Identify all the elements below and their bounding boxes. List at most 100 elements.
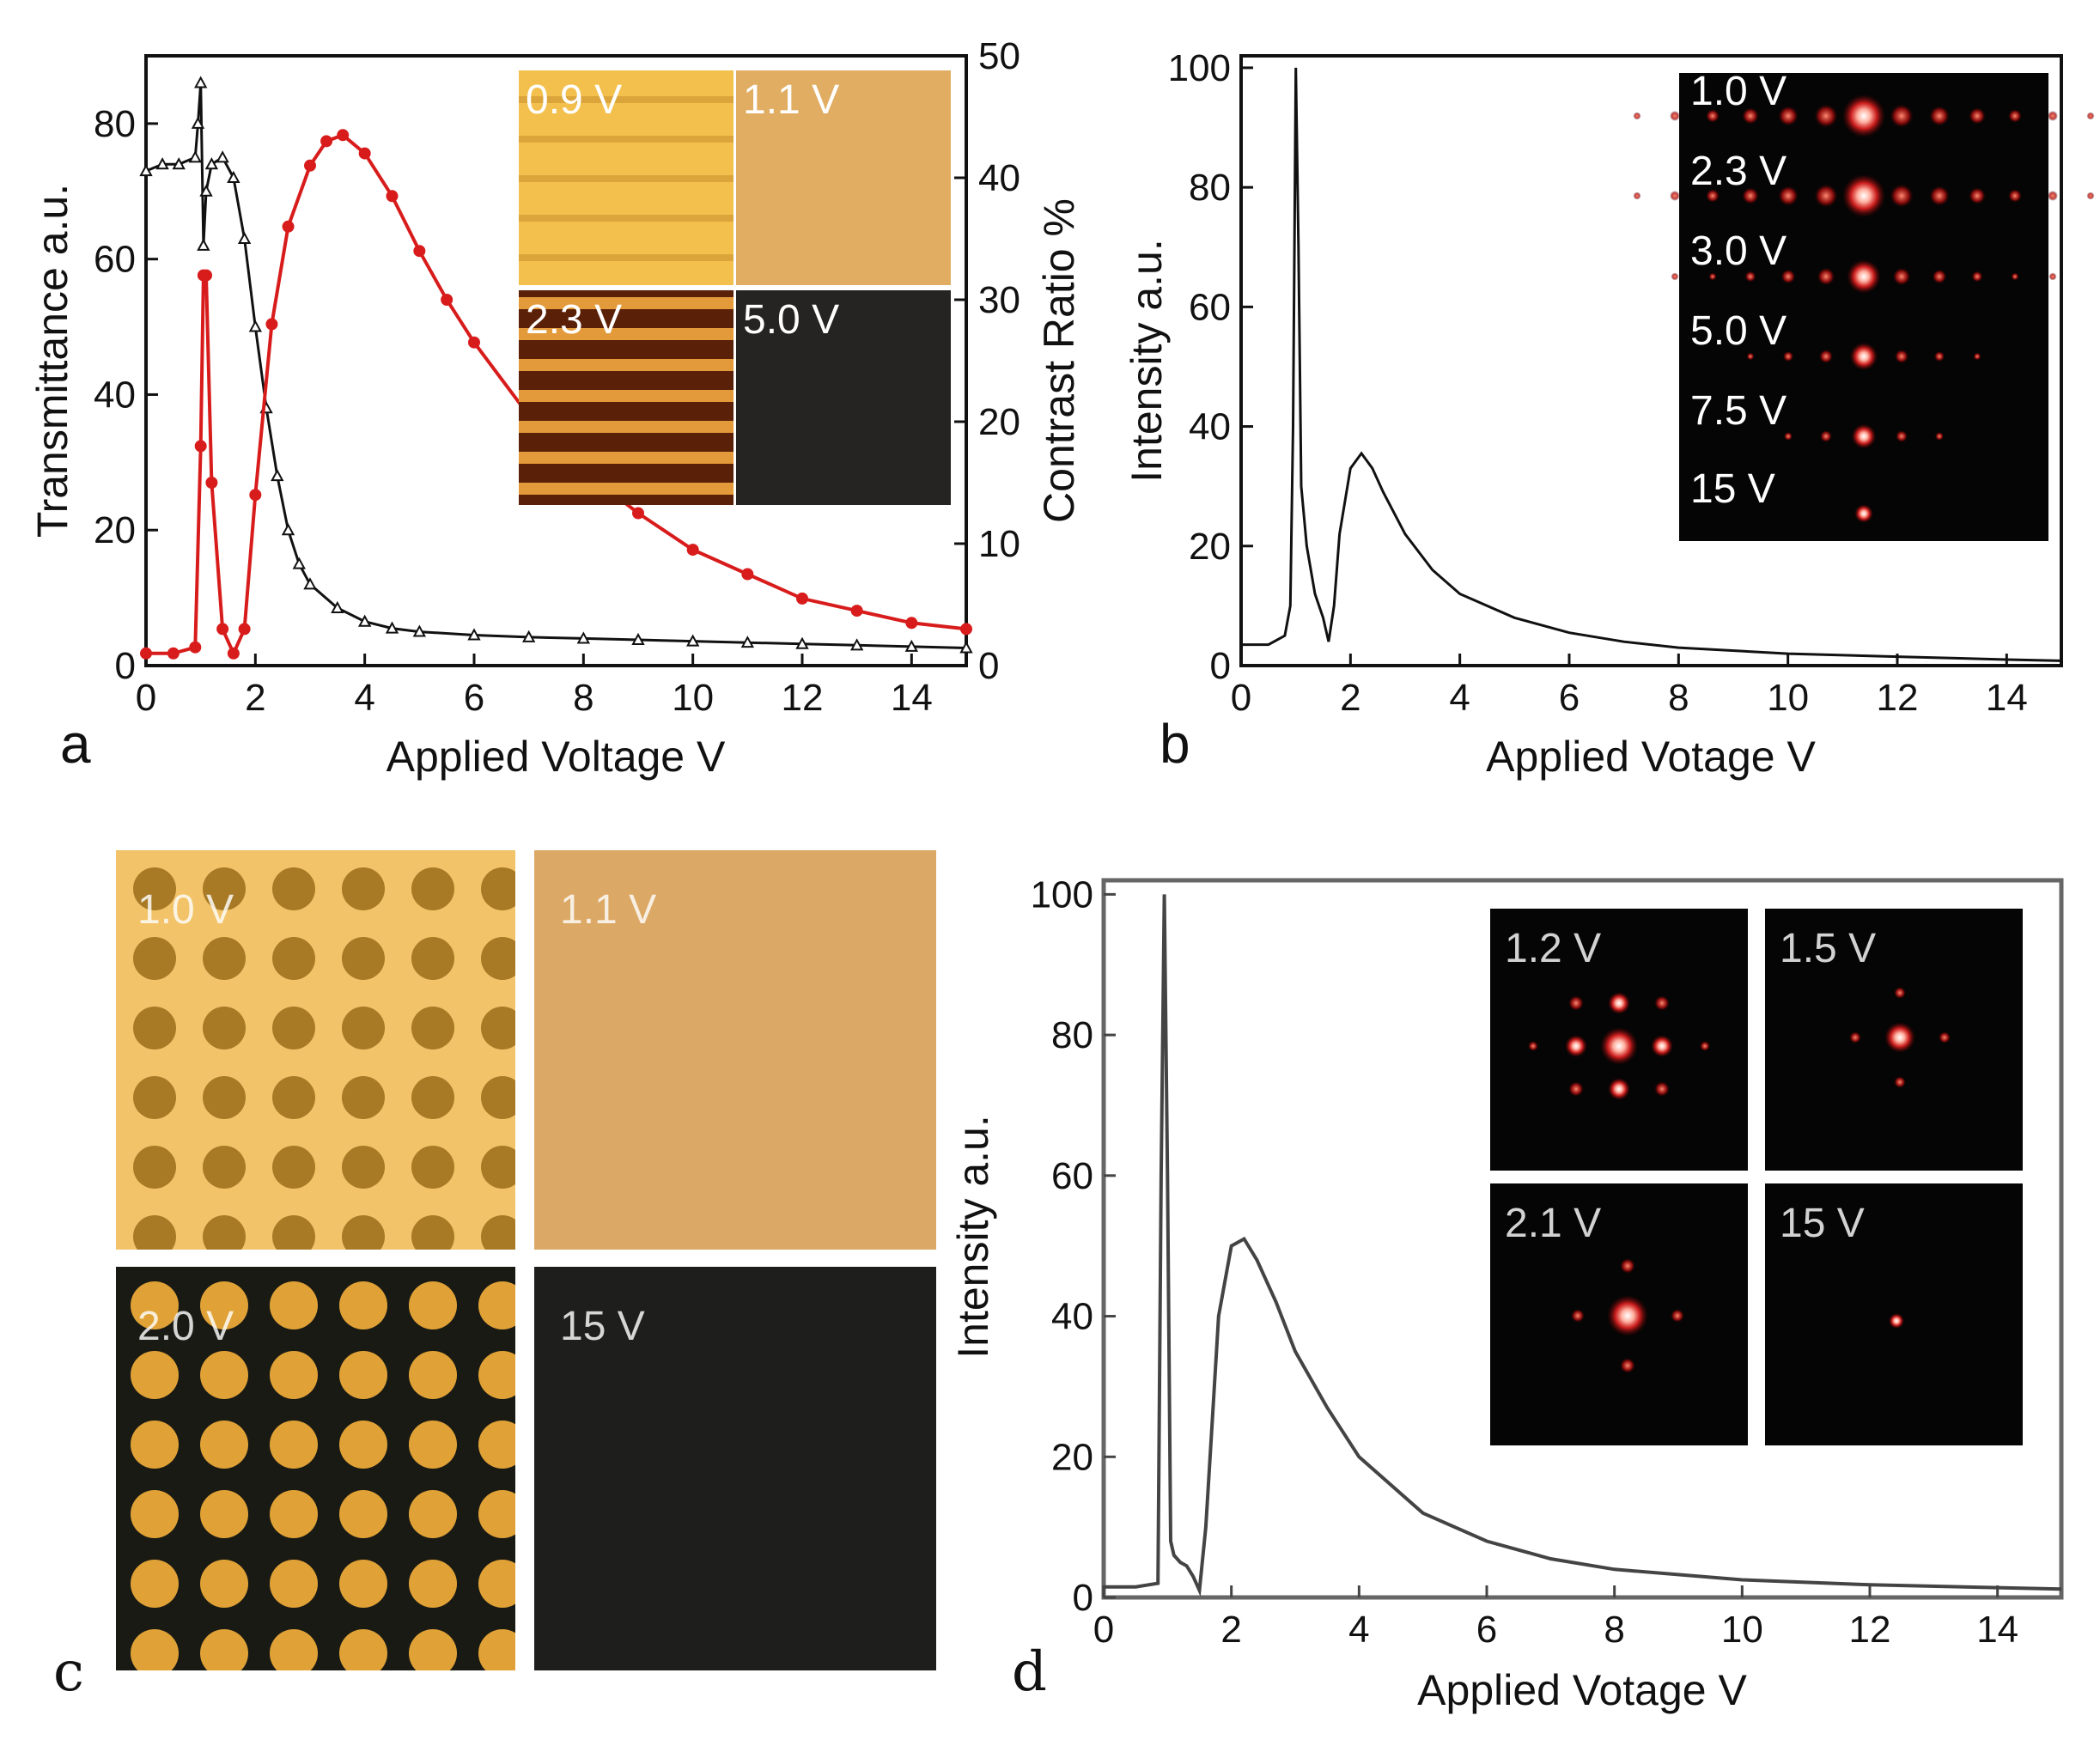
panel-a-xlabel: Applied Voltage V <box>387 733 726 781</box>
transmittance-line <box>145 82 967 649</box>
x-tick-label: 12 <box>782 677 824 719</box>
contrast-ratio-marker <box>441 294 453 306</box>
x-tick-label: 12 <box>1877 677 1919 719</box>
inset-label-5.0v: 5.0 V <box>1690 308 1787 354</box>
x-tick-label: 2 <box>1220 1609 1241 1651</box>
x-tick-label: 2 <box>245 677 265 719</box>
diffraction-spot <box>2048 111 2058 121</box>
diffraction-spot <box>1818 349 1834 364</box>
diffraction-spot <box>1890 184 1914 208</box>
diffraction-spot <box>1890 104 1914 128</box>
diffraction-spot <box>1894 1076 1906 1088</box>
micrograph-1.0v <box>116 850 515 1250</box>
contrast-ratio-marker <box>189 641 202 654</box>
diffraction-spot <box>1700 1041 1710 1051</box>
panel-label-a: a <box>60 713 91 775</box>
inset-label-2.3v: 2.3 V <box>526 297 622 343</box>
diffraction-spot-center <box>1607 1295 1648 1336</box>
contrast-ratio-marker <box>167 647 180 660</box>
diffraction-spot-center <box>1889 1313 1904 1329</box>
panel-a-y-ticks: 0 20 40 60 80 <box>94 103 158 687</box>
diffraction-spot <box>1780 269 1796 284</box>
contrast-ratio-marker <box>905 617 918 630</box>
inset-label-7.5v: 7.5 V <box>1690 388 1787 434</box>
y-tick-label: 60 <box>1051 1155 1093 1197</box>
diffraction-spot <box>1969 187 1986 204</box>
contrast-ratio-marker <box>686 544 699 557</box>
panel-label-d: d <box>1012 1640 1047 1704</box>
diffraction-spot <box>2048 272 2057 281</box>
y-tick-label: 40 <box>1189 406 1231 448</box>
panel-a: 0 2 4 6 8 10 12 14 0 20 40 60 80 0 10 20 30 40 50 0.9 V … <box>28 35 1083 781</box>
inset-label-1.0v: 1.0 V <box>1690 69 1787 114</box>
diffraction-spot <box>1528 1041 1538 1051</box>
contrast-ratio-marker <box>205 477 218 489</box>
diffraction-spots-b <box>1633 94 2095 523</box>
y-tick-label: 20 <box>94 509 136 551</box>
micrograph-2.0v <box>116 1267 515 1670</box>
inset-label-1.2v-d: 1.2 V <box>1505 926 1601 971</box>
intensity-line-b <box>1241 67 2062 662</box>
diffraction-spot <box>2086 192 2095 200</box>
inset-label-15v-d: 15 V <box>1780 1201 1865 1246</box>
inset-label-15v: 15 V <box>1690 466 1775 512</box>
diffraction-spot <box>1708 272 1717 281</box>
inset-label-5.0v: 5.0 V <box>743 297 839 343</box>
diffraction-strip-background <box>1679 73 2048 541</box>
contrast-ratio-marker <box>140 647 152 660</box>
transmittance-marker <box>227 170 240 183</box>
diffraction-spot <box>1819 429 1833 443</box>
y-tick-label: 40 <box>94 374 136 416</box>
y-tick-label: 60 <box>1189 286 1231 328</box>
contrast-ratio-marker <box>386 190 399 203</box>
panel-b-inset: 1.0 V 2.3 V 3.0 V 5.0 V 7.5 V 15 V <box>1633 69 2095 541</box>
transmittance-marker <box>631 632 645 646</box>
inset-label-1.5v-d: 1.5 V <box>1780 926 1876 971</box>
panel-a-inset-grid: 0.9 V 1.1 V 2.3 V 5.0 V <box>519 70 951 505</box>
y-tick-label: 40 <box>1051 1296 1093 1338</box>
contrast-ratio-marker <box>227 647 240 660</box>
panel-a-ylabel: Transmittance a.u. <box>28 184 76 538</box>
diffraction-spot <box>1742 107 1759 125</box>
diffraction-spot <box>1706 189 1720 203</box>
transmittance-marker <box>685 634 700 647</box>
contrast-ratio-marker <box>468 336 480 349</box>
panel-b-series <box>1241 67 2062 662</box>
panel-b-xlabel: Applied Votage V <box>1486 733 1816 781</box>
contrast-ratio-marker <box>282 220 295 233</box>
diffraction-spot <box>1671 1309 1684 1323</box>
micrograph-0.9v <box>519 70 733 285</box>
contrast-ratio-marker <box>632 507 644 520</box>
x-tick-label: 10 <box>1721 1609 1763 1651</box>
y2-tick-label: 50 <box>978 35 1020 77</box>
micrograph-1.1v-c <box>534 850 936 1250</box>
inset-label-3.0v: 3.0 V <box>1690 228 1787 274</box>
y2-tick-label: 0 <box>978 645 999 687</box>
transmittance-marker <box>303 577 317 590</box>
x-tick-label: 6 <box>1559 677 1580 719</box>
panel-b-frame <box>1239 54 2063 667</box>
transmittance-marker <box>467 628 481 641</box>
x-tick-label: 6 <box>1476 1609 1497 1651</box>
x-tick-label: 14 <box>891 677 933 719</box>
panel-a-frame <box>144 54 968 667</box>
y-tick-label: 0 <box>115 645 136 687</box>
x-tick-label: 12 <box>1849 1609 1891 1651</box>
diffraction-spot-center <box>1841 173 1886 218</box>
transmittance-marker <box>139 164 153 177</box>
transmittance-marker <box>237 231 252 244</box>
x-tick-label: 4 <box>354 677 374 719</box>
contrast-ratio-marker <box>194 440 207 453</box>
diffraction-spot <box>1620 1258 1635 1274</box>
panel-d-ylabel: Intensity a.u. <box>949 1115 997 1359</box>
transmittance-marker <box>197 238 210 251</box>
transmittance-marker <box>904 639 919 652</box>
contrast-ratio-marker <box>249 489 262 502</box>
diffraction-spot <box>1814 104 1838 128</box>
diffraction-spots-d <box>1528 987 1951 1373</box>
inset-label-2.3v: 2.3 V <box>1690 149 1787 194</box>
diffraction-spot <box>1706 109 1720 123</box>
transmittance-marker <box>357 614 372 627</box>
contrast-ratio-marker <box>358 147 371 160</box>
